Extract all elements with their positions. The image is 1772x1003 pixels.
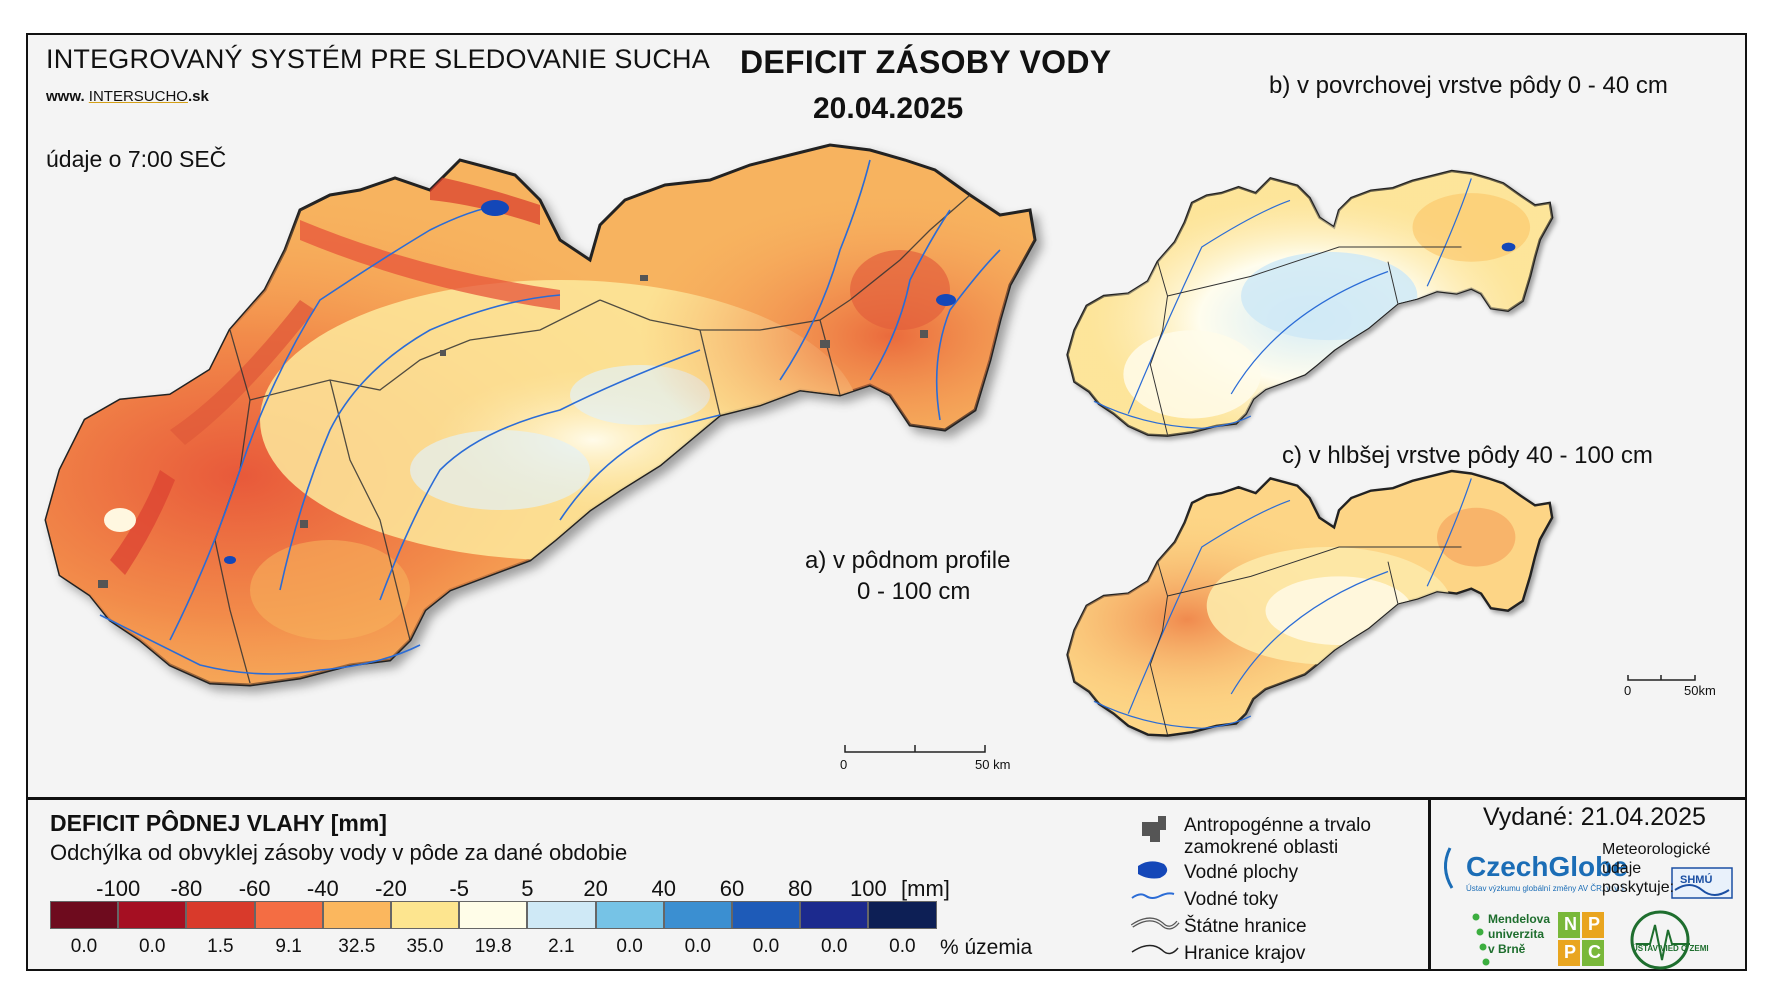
- mendel-name: Mendelova univerzita v Brně: [1488, 912, 1551, 956]
- url-prefix: www.: [46, 88, 85, 105]
- nppc-p2: P: [1564, 942, 1577, 962]
- legend-swatch: [186, 901, 255, 929]
- river-icon: [1131, 892, 1175, 899]
- legend-percent-value: 32.5: [338, 936, 376, 957]
- website-link[interactable]: www. INTERSUCHO.sk: [46, 88, 209, 105]
- legend-tick-label: 60: [719, 876, 745, 901]
- legend-swatch: [595, 901, 664, 929]
- urban-area-icon: [1142, 816, 1166, 842]
- legend-divider: [26, 797, 1747, 800]
- legend-urban-label: Antropogénne a trvalo zamokrené oblasti: [1184, 815, 1371, 859]
- uvz-name: ÚSTAV VIED O ZEMI: [1632, 944, 1709, 953]
- issued-date: Vydané: 21.04.2025: [1483, 803, 1706, 831]
- legend-swatch: [527, 901, 596, 929]
- shmu-name: SHMÚ: [1680, 874, 1713, 886]
- legend-water-label: Vodné plochy: [1184, 862, 1299, 883]
- legend-swatch: [732, 901, 801, 929]
- legend-percent-value: 0.0: [889, 936, 916, 957]
- legend-tick-label: 40: [651, 876, 677, 901]
- water-body-icon: [1138, 861, 1168, 879]
- nppc-p1: P: [1588, 914, 1601, 934]
- system-title: INTEGROVANÝ SYSTÉM PRE SLEDOVANIE SUCHA: [46, 44, 710, 74]
- czechglobe-name: CzechGlobe: [1466, 851, 1628, 882]
- legend-unit: [mm]: [901, 876, 950, 901]
- legend-tick-label: 5: [521, 876, 534, 901]
- legend-swatch: [459, 901, 528, 929]
- legend-percent-value: 0.0: [70, 936, 98, 957]
- inset-scale-end: 50km: [1684, 683, 1716, 698]
- legend-tick-label: -20: [375, 876, 407, 901]
- legend-swatch: [50, 901, 119, 929]
- legend-title: DEFICIT PÔDNEJ VLAHY [mm]: [50, 810, 387, 836]
- state-border-icon: [1130, 917, 1180, 930]
- legend-swatch: [868, 901, 937, 929]
- nppc-logo: [1558, 912, 1604, 966]
- region-border-icon: [1131, 944, 1179, 955]
- url-brand: INTERSUCHO: [88, 88, 188, 105]
- legend-tick-label: -100: [96, 876, 141, 901]
- legend-percent-value: 1.5: [207, 936, 234, 957]
- mendel-logo: [1472, 913, 1490, 966]
- inset-surface-label: b) v povrchovej vrstve pôdy 0 - 40 cm: [1269, 72, 1668, 99]
- inset-scale-bar: [1627, 675, 1696, 681]
- legend-percent-value: 19.8: [474, 936, 512, 957]
- legend-swatch: [663, 901, 732, 929]
- legend-tick-label: -40: [306, 876, 339, 901]
- legend-swatch: [800, 901, 869, 929]
- legend-tick-label: 100: [850, 876, 887, 901]
- map-title: DEFICIT ZÁSOBY VODY: [740, 44, 1112, 80]
- nppc-c: C: [1588, 942, 1601, 962]
- meteo-provider-text: Meteorologické údaje poskytuje:: [1602, 841, 1711, 896]
- legend-percent-value: 0.0: [138, 936, 166, 957]
- uvz-logo: [1630, 910, 1690, 970]
- legend-percent-value: 9.1: [275, 936, 302, 957]
- legend-region-border-label: Hranice krajov: [1184, 943, 1306, 964]
- legend-swatch: [391, 901, 460, 929]
- legend-tick-label: -60: [238, 876, 271, 901]
- legend-swatch: [322, 901, 391, 929]
- inset-map-deep: [1066, 469, 1554, 737]
- main-map: [44, 143, 1037, 687]
- legend-percent-unit: % územia: [940, 936, 1033, 959]
- inset-map-surface: [1066, 169, 1554, 437]
- czechglobe-tagline: Ústav výzkumu globální změny AV ČR, v. v…: [1466, 884, 1627, 893]
- legend-urban-line1: Antropogénne a trvalo: [1184, 815, 1371, 836]
- main-scale-end: 50 km: [975, 757, 1011, 772]
- main-map-depth: 0 - 100 cm: [857, 578, 971, 605]
- shmu-logo: [1671, 867, 1733, 899]
- legend-swatch: [118, 901, 187, 929]
- nppc-n: N: [1564, 914, 1577, 934]
- legend-percent-value: 0.0: [616, 936, 643, 957]
- legend-percent-value: 2.1: [548, 936, 575, 957]
- data-time-note: údaje o 7:00 SEČ: [46, 146, 227, 172]
- legend-percent-value: 0.0: [752, 936, 780, 957]
- legend-swatch: [254, 901, 323, 929]
- legend-tick-label: 20: [583, 876, 608, 901]
- inset-scale-start: 0: [1624, 683, 1632, 698]
- footer-vertical-divider: [1428, 797, 1431, 971]
- main-scale-bar: [844, 745, 986, 753]
- legend-tick-label: 80: [787, 876, 813, 901]
- main-map-label: a) v pôdnom profile: [805, 547, 1011, 574]
- legend-urban-line2: zamokrené oblasti: [1184, 837, 1339, 858]
- url-suffix: .sk: [187, 88, 209, 105]
- legend-tick-label: -5: [449, 876, 469, 901]
- legend-state-border-label: Štátne hranice: [1184, 916, 1307, 937]
- czechglobe-logo: [1444, 847, 1454, 889]
- inset-deep-label: c) v hlbšej vrstve pôdy 40 - 100 cm: [1282, 442, 1653, 469]
- legend-subtitle: Odchýlka od obvyklej zásoby vody v pôde …: [50, 840, 628, 865]
- main-scale-start: 0: [840, 757, 848, 772]
- legend-percent-value: 35.0: [406, 936, 444, 957]
- legend-tick-label: -80: [170, 876, 203, 901]
- legend-percent-value: 0.0: [820, 936, 848, 957]
- map-date: 20.04.2025: [813, 92, 964, 125]
- legend-percent-value: 0.0: [684, 936, 711, 957]
- legend-river-label: Vodné toky: [1184, 889, 1279, 910]
